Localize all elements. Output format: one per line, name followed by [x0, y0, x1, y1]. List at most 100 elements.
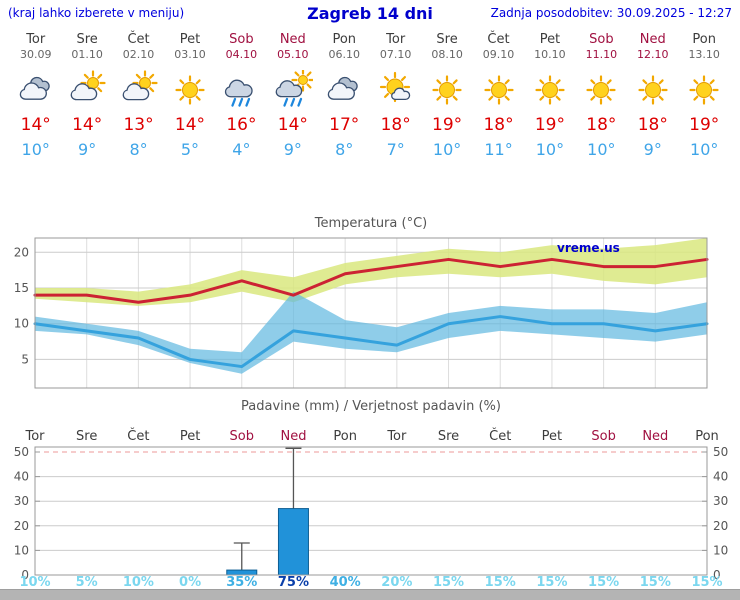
day-column: Čet 09.10 18° 11°: [473, 28, 524, 159]
day-date: 13.10: [688, 48, 720, 61]
menu-hint: (kraj lahko izberete v meniju): [8, 6, 185, 20]
day-column: Ned 12.10 18° 9°: [627, 28, 678, 159]
day-name: Pon: [332, 32, 357, 47]
y-axis-label: 5: [21, 352, 29, 366]
precipitation-probability: 10%: [123, 575, 154, 588]
y-axis-label-left: 0: [21, 568, 29, 582]
max-temperature: 19°: [432, 115, 463, 135]
day-name: Pet: [539, 32, 561, 47]
precipitation-chart-title: Padavine (mm) / Verjetnost padavin (%): [241, 399, 501, 414]
min-temperature: 7°: [386, 140, 405, 159]
precipitation-probability: 75%: [278, 575, 309, 588]
temperature-chart: 5 10 15 20 Temperatura (°C) vreme.us: [14, 216, 709, 389]
day-date: 02.10: [122, 48, 155, 61]
day-name: Čet: [127, 32, 150, 47]
max-range-band: [35, 238, 707, 306]
min-temperature: 5°: [180, 140, 200, 159]
day-date: 08.10: [431, 48, 463, 61]
max-temperature: 14°: [174, 115, 206, 135]
day-date: 30.09: [19, 48, 52, 61]
day-column: Čet 02.10 13° 8°: [113, 28, 164, 159]
precipitation-probability: 10%: [19, 575, 50, 588]
temperature-chart-title: Temperatura (°C): [314, 216, 427, 231]
precipitation-probability: 5%: [76, 575, 98, 588]
y-axis-label-left: 50: [14, 445, 29, 459]
day-column: Sob 11.10 18° 10°: [576, 28, 627, 159]
precipitation-probability: 20%: [381, 575, 412, 588]
day-date: 12.10: [637, 48, 669, 61]
y-axis-label-right: 20: [713, 519, 728, 533]
chart-day-label: Tor: [24, 429, 45, 444]
day-date: 03.10: [174, 48, 206, 61]
y-axis-label-right: 50: [713, 445, 728, 459]
horizontal-scrollbar[interactable]: [0, 589, 740, 600]
max-temperature: 14°: [277, 115, 308, 135]
chart-day-label: Pon: [333, 429, 357, 444]
sunny-icon: [581, 70, 621, 110]
precipitation-bar: [277, 508, 309, 576]
min-temperature: 9°: [78, 140, 97, 159]
chart-day-label: Sre: [76, 429, 97, 444]
chart-day-label: Čet: [127, 428, 149, 444]
day-date: 09.10: [482, 48, 515, 61]
forecast-table: Tor 30.09 14° 10° Sre 01.10 14° 9° Čet 02.10 13° 8°…: [10, 28, 730, 159]
day-name: Pon: [692, 32, 716, 47]
day-date: 10.10: [534, 48, 566, 61]
chart-day-label: Sob: [230, 429, 254, 444]
cloudy-icon: [324, 70, 364, 110]
day-date: 05.10: [277, 48, 309, 61]
last-updated: Zadnja posodobitev: 30.09.2025 - 12:27: [490, 6, 732, 20]
y-axis-label-right: 0: [713, 568, 721, 582]
precipitation-probability: 15%: [433, 575, 464, 588]
day-column: Tor 07.10 18° 7°: [370, 28, 421, 159]
y-axis-label-left: 10: [14, 543, 29, 557]
page-title: Zagreb 14 dni: [307, 4, 433, 23]
day-date: 01.10: [71, 48, 103, 61]
max-temperature: 19°: [534, 115, 565, 135]
max-temperature: 17°: [329, 115, 360, 135]
day-column: Pet 03.10 14° 5°: [164, 28, 215, 159]
day-name: Tor: [26, 32, 46, 47]
precipitation-probability: 0%: [179, 575, 201, 588]
day-name: Sre: [76, 32, 98, 47]
precipitation-probability: 35%: [226, 575, 257, 588]
max-temperature: 18°: [380, 115, 411, 135]
chart-day-label: Tor: [386, 429, 407, 444]
day-name: Pet: [179, 32, 201, 47]
day-name: Čet: [487, 32, 510, 47]
min-temperature: 10°: [535, 140, 565, 159]
precipitation-probability: 15%: [485, 575, 516, 588]
max-temperature: 16°: [226, 115, 257, 135]
min-temperature: 8°: [335, 140, 354, 159]
max-temperature: 14°: [72, 115, 103, 135]
day-name: Ned: [639, 32, 666, 47]
chart-day-label: Pet: [180, 429, 200, 444]
sunny-icon: [684, 70, 724, 110]
chart-day-label: Sre: [438, 429, 459, 444]
min-temperature: 10°: [587, 140, 616, 159]
min-temperature: 11°: [484, 140, 513, 159]
chart-day-label: Pet: [542, 429, 562, 444]
day-column: Sre 08.10 19° 10°: [421, 28, 472, 159]
max-temperature: 19°: [689, 115, 720, 135]
day-date: 04.10: [225, 48, 258, 61]
chart-day-label: Ned: [642, 429, 668, 444]
rain-sun-icon: [273, 68, 315, 110]
y-axis-label-right: 10: [713, 543, 728, 557]
max-temperature: 13°: [123, 115, 154, 135]
precipitation-probability: 15%: [640, 575, 671, 588]
vreme-us-link[interactable]: vreme.us: [557, 241, 620, 255]
y-axis-label-right: 30: [713, 494, 728, 508]
day-column: Ned 05.10 14° 9°: [267, 28, 318, 159]
max-temperature: 18°: [586, 115, 617, 135]
chart-day-label: Sob: [591, 429, 615, 444]
y-axis-label-left: 40: [14, 470, 29, 484]
sunny-icon: [427, 70, 467, 110]
y-axis-label-right: 40: [713, 470, 728, 484]
max-temperature: 14°: [20, 115, 51, 135]
day-column: Pet 10.10 19° 10°: [524, 28, 575, 159]
day-name: Sob: [229, 32, 254, 47]
day-date: 11.10: [585, 48, 618, 61]
temperature-plot-area: 5 10 15 20: [14, 237, 709, 389]
